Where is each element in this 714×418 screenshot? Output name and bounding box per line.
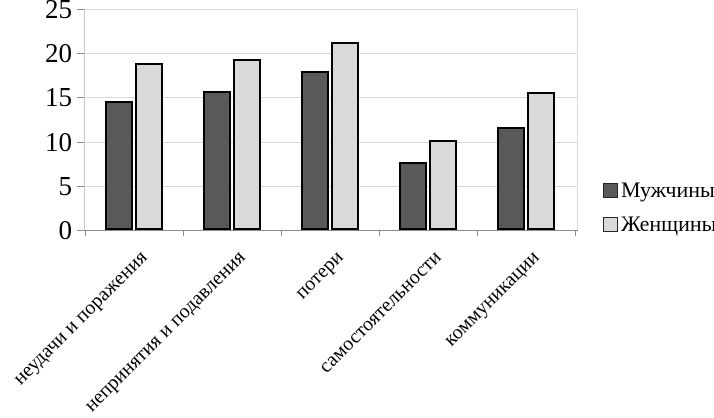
x-tick-mark xyxy=(575,230,576,236)
x-tick-mark xyxy=(85,230,86,236)
y-axis-tick-label: 15 xyxy=(45,82,72,113)
gridline xyxy=(84,53,577,55)
legend: Мужчины Женщины xyxy=(603,179,714,235)
y-tick-mark xyxy=(77,230,84,231)
bar xyxy=(203,91,231,230)
bar xyxy=(331,41,359,230)
y-axis-tick-label: 5 xyxy=(58,170,73,201)
y-tick-mark xyxy=(77,185,84,187)
x-axis-line xyxy=(84,230,578,231)
bar xyxy=(105,100,133,230)
legend-label-men: Мужчины xyxy=(621,177,714,202)
y-axis-tick-label: 25 xyxy=(45,0,72,24)
plot-right-border xyxy=(577,9,578,230)
bar xyxy=(399,161,427,230)
y-tick-mark xyxy=(77,53,84,55)
gridline xyxy=(84,141,577,143)
x-tick-mark xyxy=(379,230,380,236)
bar xyxy=(301,70,329,230)
legend-swatch-men-icon xyxy=(603,182,618,198)
gridline xyxy=(84,185,577,187)
bar xyxy=(527,92,555,230)
y-axis-tick-label: 10 xyxy=(45,126,72,157)
x-tick-mark xyxy=(477,230,478,236)
y-axis-tick-label: 0 xyxy=(58,215,73,245)
legend-swatch-women-icon xyxy=(603,216,618,232)
x-axis-category-label: неудачи и поражения xyxy=(8,246,152,389)
bar xyxy=(135,62,163,230)
y-axis-tick-label: 20 xyxy=(45,38,72,69)
bar xyxy=(497,126,525,230)
bar xyxy=(429,139,457,230)
gridline xyxy=(84,97,577,99)
y-axis-line xyxy=(84,9,85,230)
gridline xyxy=(84,9,577,10)
legend-item-men: Мужчины xyxy=(603,179,714,201)
x-tick-mark xyxy=(183,230,184,236)
legend-label-women: Женщины xyxy=(621,211,714,236)
y-tick-mark xyxy=(77,97,84,99)
bar xyxy=(233,59,261,230)
legend-item-women: Женщины xyxy=(603,213,714,235)
x-tick-mark xyxy=(281,230,282,236)
y-tick-mark xyxy=(77,141,84,143)
y-tick-mark xyxy=(77,9,84,10)
